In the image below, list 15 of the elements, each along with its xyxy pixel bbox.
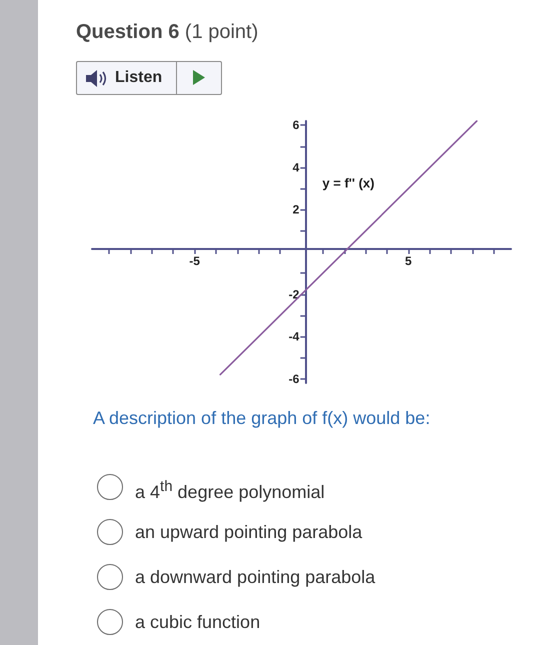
text: a downward pointing parabola <box>135 566 376 589</box>
text: a 4$^{th}$ degree polynomial <box>135 477 325 504</box>
text: an upward pointing parabola <box>135 521 362 544</box>
y-tick-label: 2 <box>292 202 300 217</box>
x-tick-label: 5 <box>405 254 412 268</box>
y-tick-label: 6 <box>292 118 300 132</box>
text: a cubic function <box>135 611 260 634</box>
x-tick-label: -5 <box>189 254 200 268</box>
button: Listen <box>76 61 222 95</box>
y-tick-label: 4 <box>292 160 300 174</box>
y-tick-label: -4 <box>288 330 300 344</box>
series-label: y = f'' (x) <box>322 175 374 190</box>
y-tick-label: -6 <box>288 372 300 386</box>
text: A description of the graph of f(x) would be: <box>93 407 430 430</box>
chart-title: Question 6 (1 point) <box>76 21 258 43</box>
